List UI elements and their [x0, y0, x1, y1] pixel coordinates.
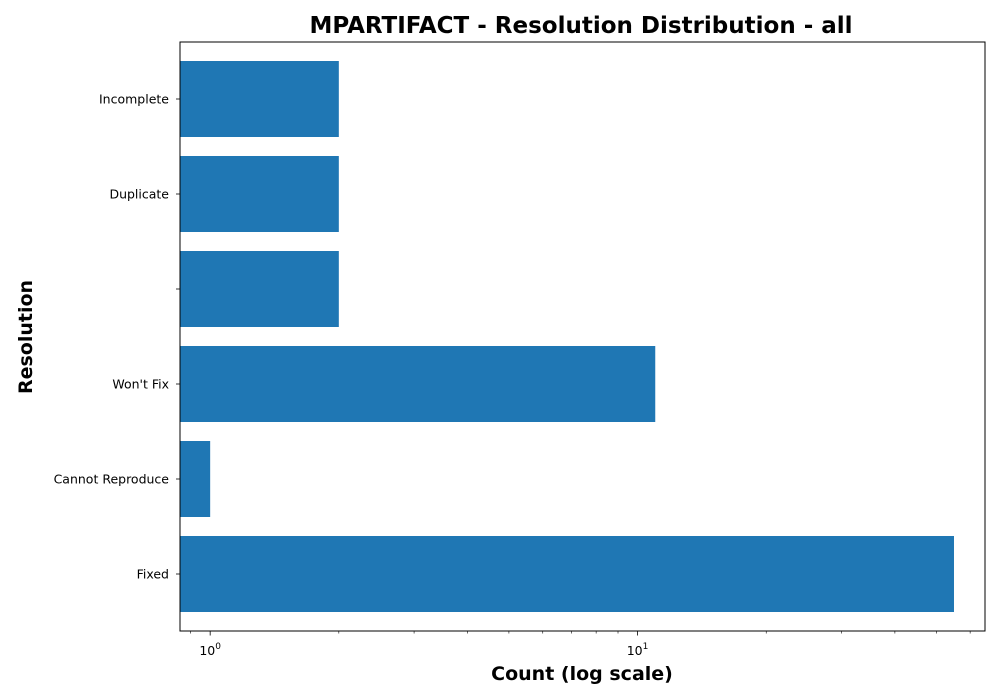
x-tick-label: 100 — [199, 642, 221, 658]
y-tick-label: Incomplete — [99, 92, 169, 107]
bar-won-t-fix — [180, 346, 656, 422]
x-ticks-layer: 100 101 — [190, 631, 971, 658]
bars-layer — [180, 61, 954, 612]
y-tick-label: Cannot Reproduce — [54, 472, 170, 487]
bar-blank — [180, 251, 339, 327]
y-tick-label: Fixed — [137, 567, 169, 582]
bar-incomplete — [180, 61, 339, 137]
chart-title: MPARTIFACT - Resolution Distribution - a… — [309, 13, 852, 39]
y-axis-title: Resolution — [15, 280, 37, 394]
bar-duplicate — [180, 156, 339, 232]
bar-cannot-reproduce — [180, 441, 211, 517]
plot-frame — [179, 41, 986, 632]
y-tick-label: Duplicate — [109, 187, 169, 202]
bar-fixed — [180, 536, 954, 612]
x-tick-label: 101 — [627, 642, 649, 658]
x-axis-title: Count (log scale) — [491, 663, 673, 685]
y-tick-label: Won't Fix — [112, 377, 169, 392]
y-ticks-layer: Fixed Cannot Reproduce Won't Fix Duplicate I… — [54, 92, 180, 582]
